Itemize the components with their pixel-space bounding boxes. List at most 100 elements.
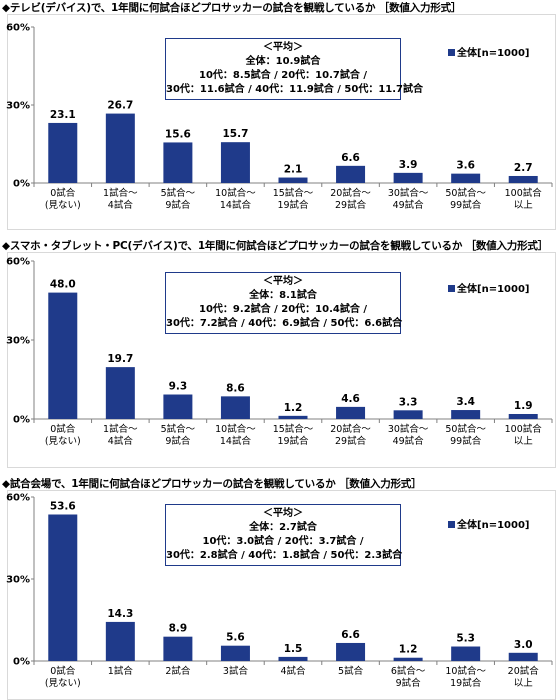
bar <box>508 652 538 661</box>
bar <box>48 292 78 419</box>
x-tick-label: 14試合 <box>220 435 252 447</box>
data-label: 6.6 <box>341 629 360 641</box>
legend-label: 全体[n=1000] <box>457 520 530 531</box>
x-tick-label: 20試合 <box>508 665 540 677</box>
average-heading: ＜平均＞ <box>263 276 303 287</box>
bar-chart-stadium: 0% 30% 60% 53.6 0試合(見ない) 14.3 1試合 8.9 2試合 5.6 3試合 1… <box>6 493 553 689</box>
average-total: 全体：8.1試合 <box>249 290 317 301</box>
legend: 全体[n=1000] <box>448 44 529 59</box>
x-tick-label: 0試合 <box>50 665 76 677</box>
bar <box>393 657 423 661</box>
y-tick-label: 60% <box>6 493 30 504</box>
legend-label: 全体[n=1000] <box>457 284 530 295</box>
x-tick-label: 9試合 <box>396 677 422 689</box>
x-tick-label: 1試合～ <box>103 423 138 435</box>
bar <box>451 173 481 183</box>
data-label: 2.1 <box>284 164 303 176</box>
x-tick-label: 0試合 <box>50 423 76 435</box>
legend: 全体[n=1000] <box>448 516 529 531</box>
x-tick-label: 29試合 <box>335 199 367 211</box>
bar <box>278 656 308 661</box>
x-tick-label: 6試合～ <box>391 665 426 677</box>
x-tick-label: 30試合～ <box>388 187 429 199</box>
chart-title: ◆テレビ(デバイス)で、1年間に何試合ほどプロサッカーの試合を観戦しているか ［… <box>2 2 462 14</box>
chart-title: ◆試合会場で、1年間に何試合ほどプロサッカーの試合を観戦しているか ［数値入力形… <box>2 478 422 490</box>
average-line-1: 10代：8.5試合 / 20代：10.7試合 / <box>199 70 367 81</box>
y-tick-label: 60% <box>6 257 30 268</box>
data-label: 6.6 <box>341 152 360 164</box>
bar <box>105 367 135 419</box>
x-tick-label: 4試合 <box>280 665 306 677</box>
x-tick-label: 5試合～ <box>161 187 196 199</box>
x-tick-label: 10試合～ <box>215 187 256 199</box>
x-tick-label: (見ない) <box>45 436 81 447</box>
bar <box>105 621 135 661</box>
x-tick-label: 9試合 <box>165 435 191 447</box>
y-tick-label: 30% <box>6 575 30 586</box>
bar-chart-smartphone: 0% 30% 60% 48.0 0試合(見ない) 19.7 1試合～4試合 9.3 5試合～9試… <box>6 257 553 447</box>
x-tick-label: 14試合 <box>220 199 252 211</box>
x-tick-label: 50試合～ <box>445 187 486 199</box>
average-line-1: 10代：9.2試合 / 20代：10.4試合 / <box>199 304 367 315</box>
legend: 全体[n=1000] <box>448 280 529 295</box>
x-tick-label: 以上 <box>514 678 534 689</box>
legend-label: 全体[n=1000] <box>457 48 530 59</box>
legend-swatch <box>448 285 455 292</box>
bar <box>336 406 366 419</box>
x-tick-label: 4試合 <box>108 199 134 211</box>
y-tick-label: 0% <box>13 179 30 190</box>
y-tick-label: 0% <box>13 415 30 426</box>
bar <box>508 413 538 419</box>
average-line-2: 30代：7.2試合 / 40代：6.9試合 / 50代：6.6試合 <box>166 318 403 329</box>
x-tick-label: 49試合 <box>393 199 425 211</box>
x-tick-label: (見ない) <box>45 678 81 689</box>
average-box: ＜平均＞ 全体：10.9試合 10代：8.5試合 / 20代：10.7試合 / … <box>165 38 423 100</box>
x-tick-label: 15試合～ <box>273 423 314 435</box>
chart-panel-smartphone: ◆スマホ・タブレット・PC(デバイス)で、1年間に何試合ほどプロサッカーの試合を… <box>0 238 559 468</box>
bar <box>220 142 250 183</box>
bar <box>393 172 423 183</box>
data-label: 53.6 <box>50 500 76 512</box>
bar <box>336 165 366 183</box>
x-tick-label: 以上 <box>514 436 534 447</box>
average-box: ＜平均＞ 全体：2.7試合 10代：3.0試合 / 20代：3.7試合 / 30… <box>165 504 402 566</box>
x-tick-label: 4試合 <box>108 435 134 447</box>
legend-swatch <box>448 521 455 528</box>
bar <box>163 394 193 419</box>
data-label: 15.7 <box>222 128 248 140</box>
x-tick-label: 2試合 <box>165 665 191 677</box>
plot-frame <box>7 14 556 230</box>
x-tick-label: 19試合 <box>277 435 309 447</box>
x-tick-label: 19試合 <box>277 199 309 211</box>
x-tick-label: 1試合 <box>108 665 134 677</box>
x-tick-label: 1試合～ <box>103 187 138 199</box>
x-tick-label: 10試合～ <box>445 665 486 677</box>
chart-panel-tv: ◆テレビ(デバイス)で、1年間に何試合ほどプロサッカーの試合を観戦しているか ［… <box>0 0 559 230</box>
x-tick-label: 19試合 <box>450 677 482 689</box>
bar <box>220 396 250 419</box>
x-tick-label: 9試合 <box>165 199 191 211</box>
bar <box>451 410 481 419</box>
x-tick-label: 29試合 <box>335 435 367 447</box>
data-label: 1.5 <box>284 643 303 655</box>
x-tick-label: 100試合 <box>505 423 543 435</box>
x-tick-label: 5試合 <box>338 665 364 677</box>
average-heading: ＜平均＞ <box>263 508 303 519</box>
bar-chart-tv: 0%30%60%23.10試合(見ない)26.71試合～4試合15.65試合～9… <box>6 23 553 211</box>
x-tick-label: 0試合 <box>50 187 76 199</box>
bar <box>393 410 423 419</box>
data-label: 4.6 <box>341 393 360 405</box>
x-tick-label: 3試合 <box>223 665 249 677</box>
x-tick-label: 100試合 <box>505 187 543 199</box>
data-label: 26.7 <box>107 100 133 112</box>
y-tick-label: 30% <box>6 336 30 347</box>
data-label: 3.0 <box>514 639 533 651</box>
x-tick-label: 20試合～ <box>330 423 371 435</box>
y-tick-label: 0% <box>13 657 30 668</box>
data-label: 48.0 <box>50 279 76 291</box>
x-tick-label: 50試合～ <box>445 423 486 435</box>
data-label: 3.6 <box>456 160 475 172</box>
x-tick-label: 5試合～ <box>161 423 196 435</box>
y-tick-label: 60% <box>6 23 30 34</box>
bar <box>508 175 538 183</box>
